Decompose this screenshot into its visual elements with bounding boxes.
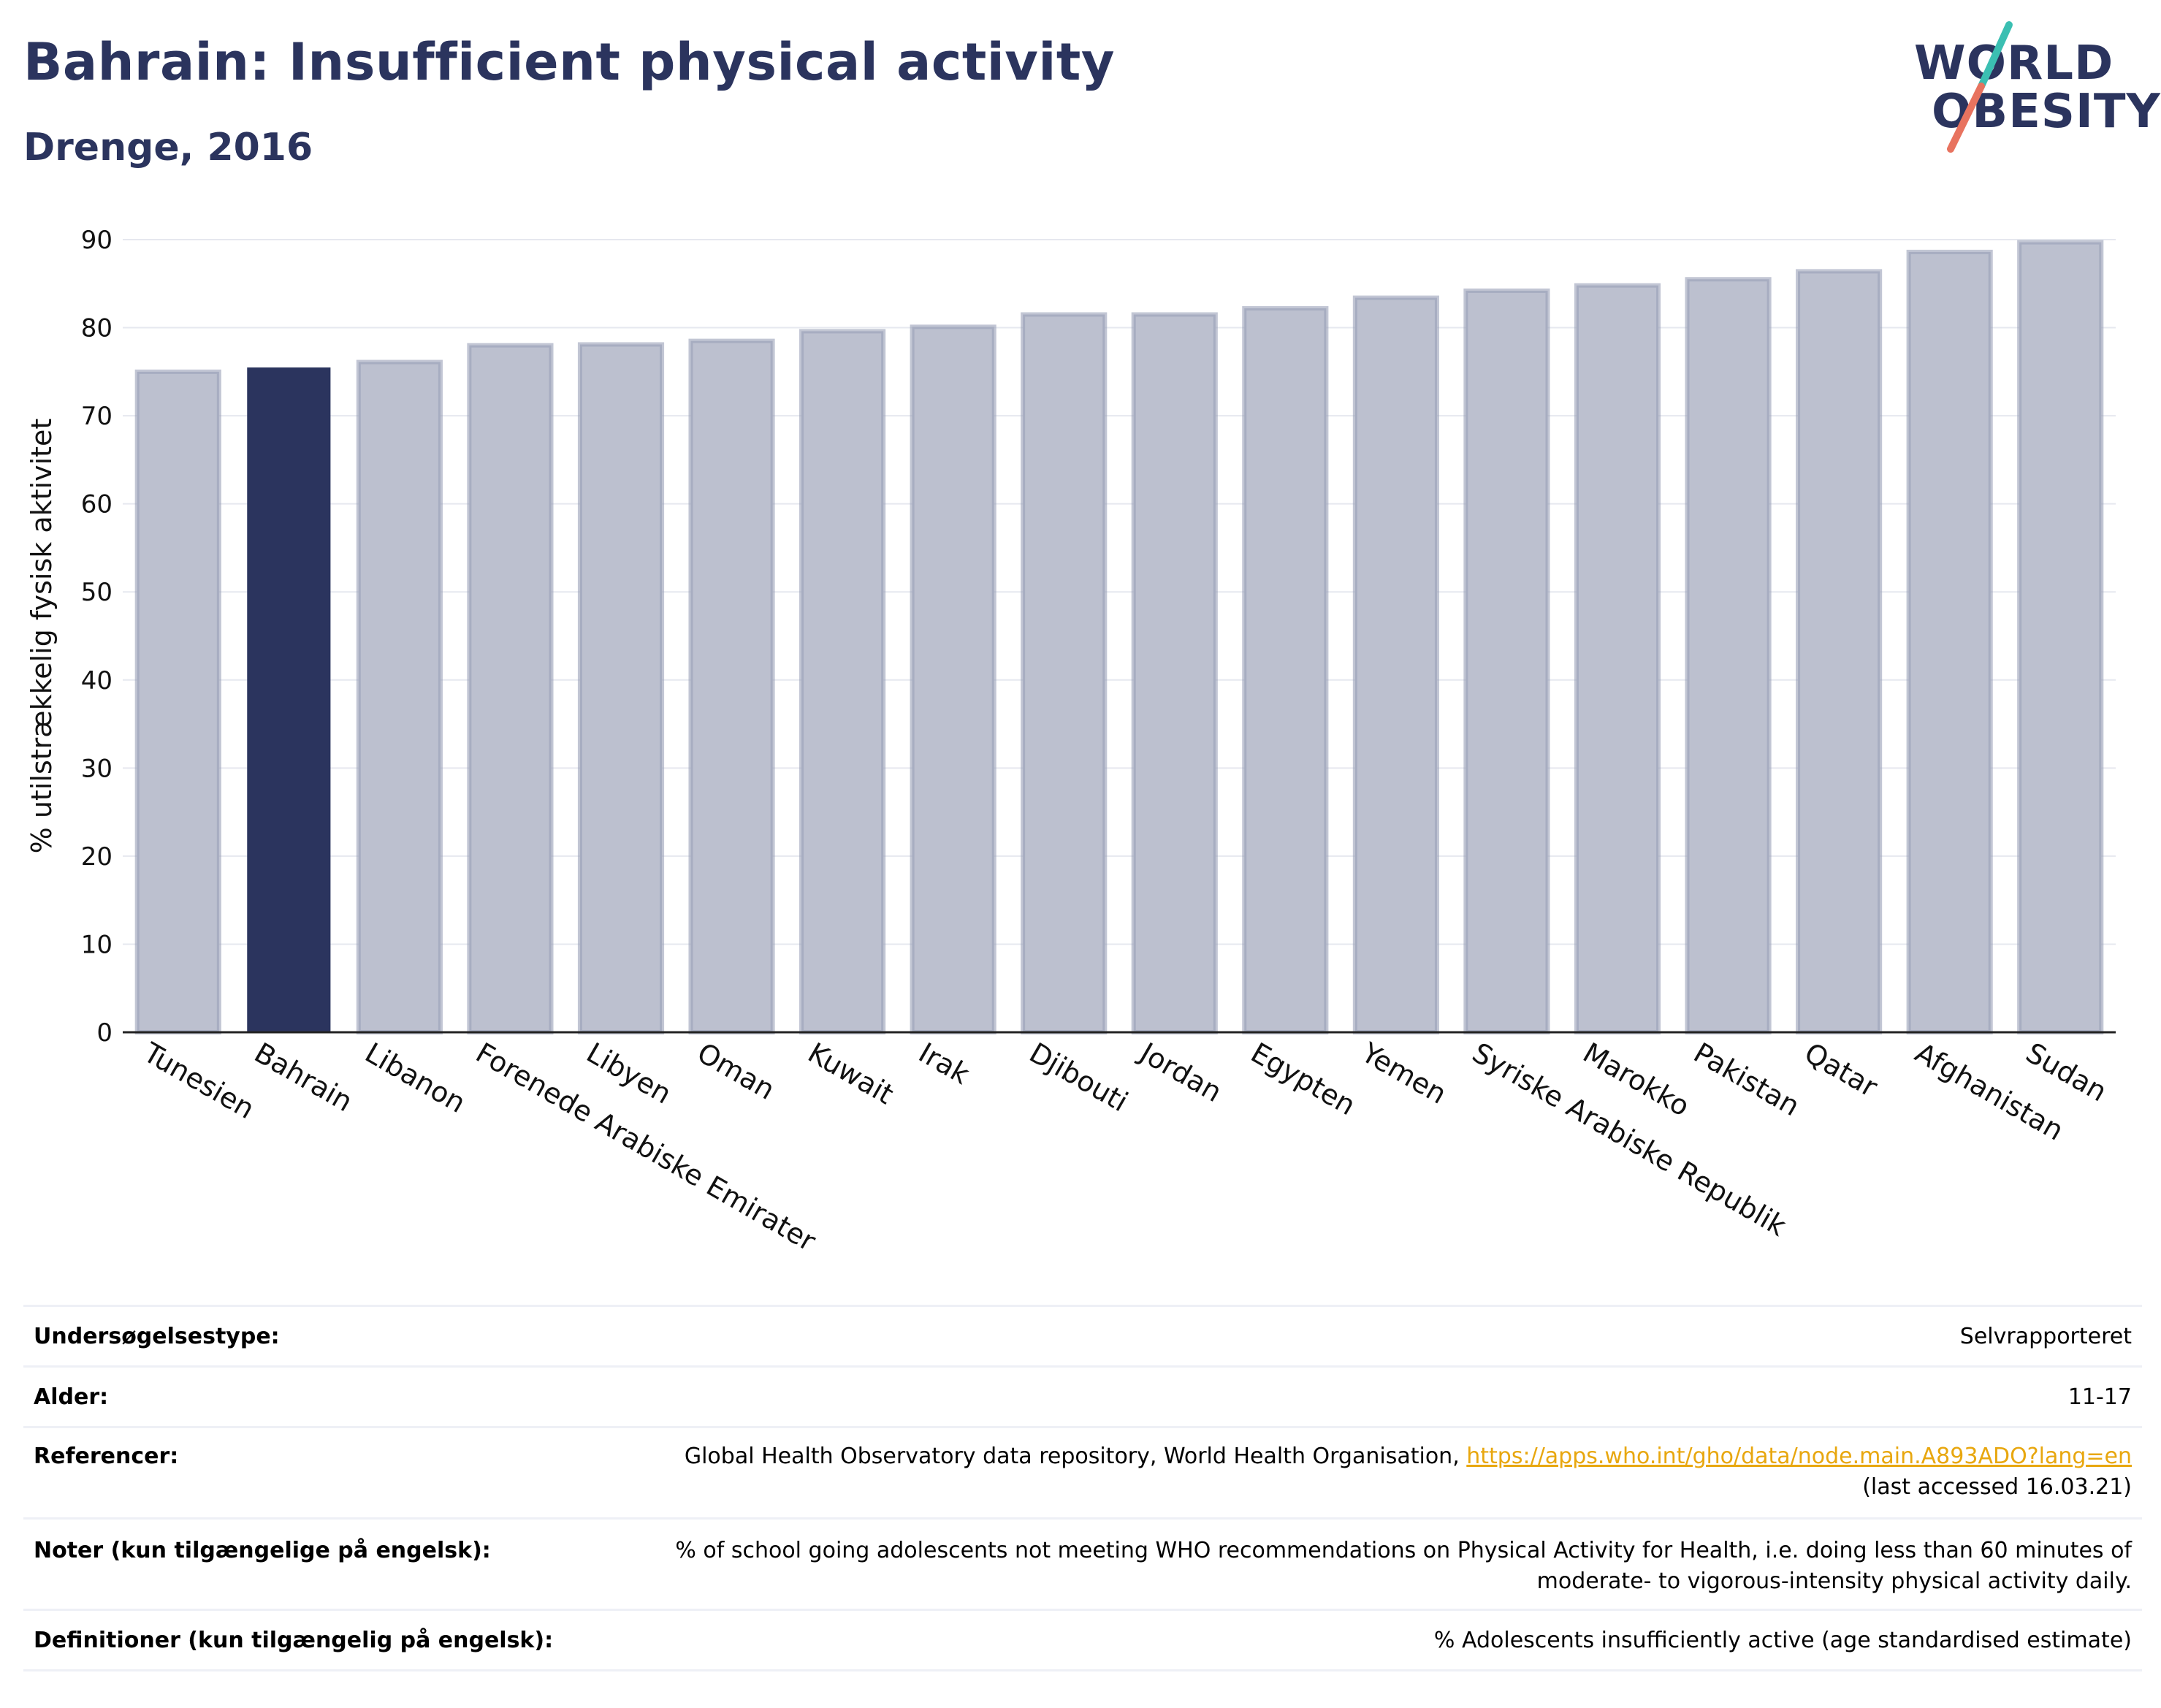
bar-irak	[910, 324, 996, 1035]
y-tick-label: 50	[81, 578, 113, 607]
bar-marokko	[1574, 283, 1661, 1034]
info-row-age: Alder: 11-17	[23, 1365, 2142, 1426]
bar-chart: 0 10 20 30 40 50 60 70 80 90 % utilstrækkelig fysi…	[26, 226, 2116, 1257]
notes-line-1: % of school going adolescents not meetin…	[675, 1538, 2132, 1563]
bar-qatar	[1796, 269, 1883, 1034]
x-tick-label: Sudan	[2021, 1037, 2113, 1108]
x-tick-label: Jordan	[1134, 1036, 1227, 1109]
info-value: % of school going adolescents not meetin…	[525, 1536, 2132, 1597]
bar-jordan	[1131, 312, 1218, 1034]
y-tick-label: 70	[81, 402, 113, 431]
bar-djibouti	[1021, 312, 1108, 1034]
x-tick-label: Tunesien	[137, 1036, 259, 1125]
y-tick-label: 80	[81, 314, 113, 343]
info-row-references: Referencer: Global Health Observatory da…	[23, 1426, 2142, 1517]
y-tick-label: 90	[81, 226, 113, 255]
info-row-definitions: Definitioner (kun tilgængelig på engelsk…	[23, 1609, 2142, 1671]
bar-kuwait	[799, 329, 886, 1034]
chart-subtitle: Drenge, 2016	[23, 126, 313, 169]
bar-libanon	[356, 359, 443, 1035]
info-label: Definitioner (kun tilgængelig på engelsk…	[34, 1628, 554, 1653]
bar-egypten	[1242, 306, 1329, 1034]
x-tick-label: Yemen	[1356, 1036, 1452, 1110]
x-tick-label: Oman	[692, 1037, 780, 1106]
logo-line-1: WORLD	[1914, 37, 2114, 91]
x-tick-label: Qatar	[1799, 1037, 1883, 1104]
x-tick-label: Djibouti	[1024, 1037, 1134, 1118]
logo-slash-icon	[1947, 21, 2013, 153]
bar-yemen	[1352, 295, 1439, 1035]
info-value: % Adolescents insufficiently active (age…	[1433, 1628, 2132, 1653]
bar-syriske-arabiske-republik	[1463, 288, 1550, 1034]
reference-text: Global Health Observatory data repositor…	[684, 1444, 1467, 1469]
y-axis-label: % utilstrækkelig fysisk aktivitet	[26, 419, 58, 854]
bar-sudan	[2017, 240, 2104, 1034]
x-tick-label: Kuwait	[803, 1037, 899, 1111]
info-value: Selvrapporteret	[1959, 1324, 2132, 1349]
x-tick-label: Egypten	[1246, 1037, 1361, 1122]
info-table: Undersøgelsestype: Selvrapporteret Alder…	[23, 1305, 2142, 1671]
world-obesity-logo: WORLD OBESITY	[1899, 19, 2160, 158]
info-row-survey-type: Undersøgelsestype: Selvrapporteret	[23, 1305, 2142, 1365]
info-row-notes: Noter (kun tilgængelige på engelsk): % o…	[23, 1517, 2142, 1609]
bar-bahrain	[247, 367, 331, 1033]
reference-link[interactable]: https://apps.who.int/gho/data/node.main.…	[1466, 1444, 2132, 1469]
y-tick-label: 30	[81, 754, 113, 783]
notes-line-2: moderate- to vigorous-intensity physical…	[1536, 1568, 2132, 1594]
info-label: Referencer:	[34, 1444, 179, 1469]
info-label: Undersøgelsestype:	[34, 1324, 280, 1349]
bar-libyen	[577, 342, 665, 1034]
x-tick-label: Pakistan	[1688, 1037, 1805, 1123]
y-tick-label: 10	[81, 930, 113, 959]
bar-pakistan	[1685, 277, 1772, 1034]
bar-afghanistan	[1906, 249, 1993, 1034]
y-tick-label: 40	[81, 666, 113, 695]
bar-tunesien	[134, 369, 221, 1035]
info-label: Alder:	[34, 1384, 109, 1410]
x-tick-label: Irak	[913, 1037, 975, 1091]
info-value: Global Health Observatory data repositor…	[525, 1441, 2132, 1503]
chart-title: Bahrain: Insufficient physical activity	[23, 32, 1116, 92]
bar-forenede-arabiske-emirater	[467, 343, 554, 1034]
x-tick-label: Libanon	[359, 1037, 470, 1119]
reference-accessed: (last accessed 16.03.21)	[1862, 1474, 2132, 1500]
y-tick-label: 0	[96, 1018, 113, 1048]
info-value: 11-17	[2067, 1384, 2132, 1410]
y-tick-label: 20	[81, 842, 113, 872]
bar-oman	[688, 338, 775, 1034]
y-tick-label: 60	[81, 490, 113, 519]
info-label: Noter (kun tilgængelige på engelsk):	[34, 1538, 491, 1563]
x-tick-label: Bahrain	[249, 1037, 358, 1118]
